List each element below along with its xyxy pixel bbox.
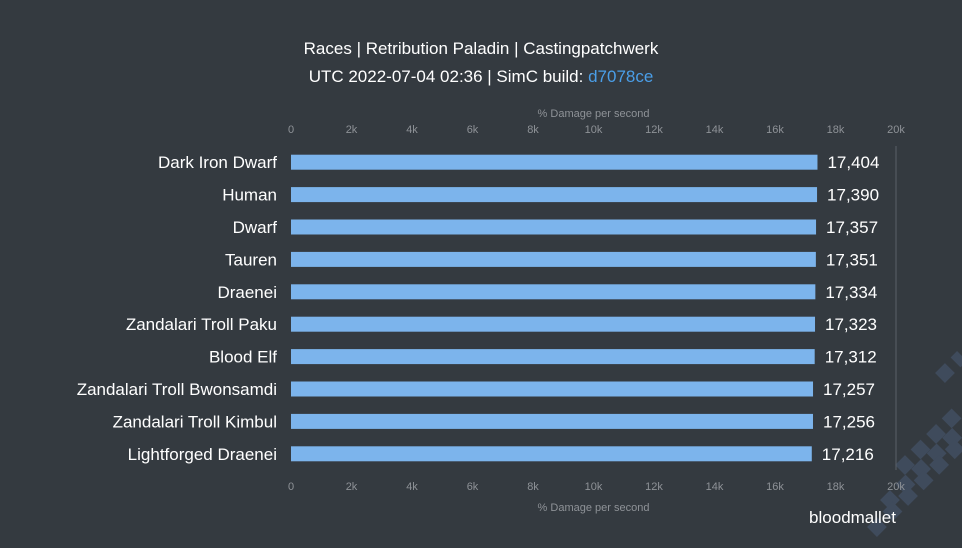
tick-label: 8k xyxy=(527,481,539,493)
chart-subtitle: UTC 2022-07-04 02:36 | SimC build: d7078… xyxy=(0,67,962,87)
tick-label: 8k xyxy=(527,124,539,136)
watermark-stripes xyxy=(867,351,962,537)
bar[interactable] xyxy=(291,349,815,365)
category-label: Zandalari Troll Kimbul xyxy=(113,412,277,431)
tick-label: 6k xyxy=(467,481,479,493)
chart-title: Races | Retribution Paladin | Castingpat… xyxy=(303,39,659,58)
data-label: 17,323 xyxy=(825,315,877,334)
bar[interactable] xyxy=(291,316,816,332)
tick-label: 10k xyxy=(585,481,603,493)
axis-title: % Damage per second xyxy=(538,502,650,514)
category-label: Dark Iron Dwarf xyxy=(158,153,277,172)
top-axis: 0 2k 4k 6k 8k 10k 12k 14k 16k 18k 20k % Damage per … xyxy=(288,108,905,470)
category-label: Human xyxy=(222,186,277,205)
tick-label: 2k xyxy=(346,124,358,136)
tick-label: 12k xyxy=(645,481,663,493)
tick-label: 20k xyxy=(887,481,905,493)
category-label: Zandalari Troll Bwonsamdi xyxy=(77,380,277,399)
tick-label: 14k xyxy=(706,124,724,136)
simc-build-link[interactable]: d7078ce xyxy=(588,67,654,86)
category-label: Zandalari Troll Paku xyxy=(126,315,277,334)
watermark-stripe xyxy=(895,403,962,475)
subtitle-text: UTC 2022-07-04 02:36 | SimC build: xyxy=(308,67,589,86)
category-labels: Dark Iron Dwarf Human Dwarf Tauren Draenei Za… xyxy=(77,153,278,464)
bar[interactable] xyxy=(291,154,818,170)
category-label: Dwarf xyxy=(233,218,278,237)
tick-label: 20k xyxy=(887,124,905,136)
category-label: Lightforged Draenei xyxy=(128,445,277,464)
bar[interactable] xyxy=(291,284,816,300)
tick-label: 16k xyxy=(766,124,784,136)
bottom-axis: 0 2k 4k 6k 8k 10k 12k 14k 16k 18k 20k % Damage per … xyxy=(288,481,905,514)
axis-title: % Damage per second xyxy=(538,108,650,120)
data-label: 17,216 xyxy=(822,445,874,464)
category-label: Tauren xyxy=(225,250,277,269)
brand-logo-text: bloodmallet xyxy=(809,508,896,527)
tick-label: 4k xyxy=(406,481,418,493)
watermark-stripe xyxy=(880,423,962,510)
data-label: 17,357 xyxy=(826,218,878,237)
data-label: 17,390 xyxy=(827,186,879,205)
value-labels: 17,404 17,390 17,357 17,351 17,334 17,323 17,3… xyxy=(822,153,880,464)
category-label: Draenei xyxy=(217,283,277,302)
bar[interactable] xyxy=(291,381,814,397)
bar[interactable] xyxy=(291,219,817,235)
tick-label: 12k xyxy=(645,124,663,136)
tick-label: 18k xyxy=(827,481,845,493)
tick-label: 14k xyxy=(706,481,724,493)
tick-label: 0 xyxy=(288,481,294,493)
data-label: 17,351 xyxy=(826,250,878,269)
tick-label: 6k xyxy=(467,124,479,136)
bar[interactable] xyxy=(291,413,813,429)
bar[interactable] xyxy=(291,446,812,462)
tick-label: 0 xyxy=(288,124,294,136)
tick-label: 16k xyxy=(766,481,784,493)
data-label: 17,257 xyxy=(823,380,875,399)
data-label: 17,404 xyxy=(827,153,879,172)
data-label: 17,312 xyxy=(825,348,877,367)
tick-label: 2k xyxy=(346,481,358,493)
watermark-stripe xyxy=(935,351,962,383)
data-label: 17,256 xyxy=(823,412,875,431)
tick-label: 18k xyxy=(827,124,845,136)
data-label: 17,334 xyxy=(825,283,877,302)
bars xyxy=(291,154,818,462)
bar[interactable] xyxy=(291,251,816,267)
tick-label: 4k xyxy=(406,124,418,136)
tick-label: 10k xyxy=(585,124,603,136)
bar[interactable] xyxy=(291,187,818,203)
category-label: Blood Elf xyxy=(209,348,277,367)
